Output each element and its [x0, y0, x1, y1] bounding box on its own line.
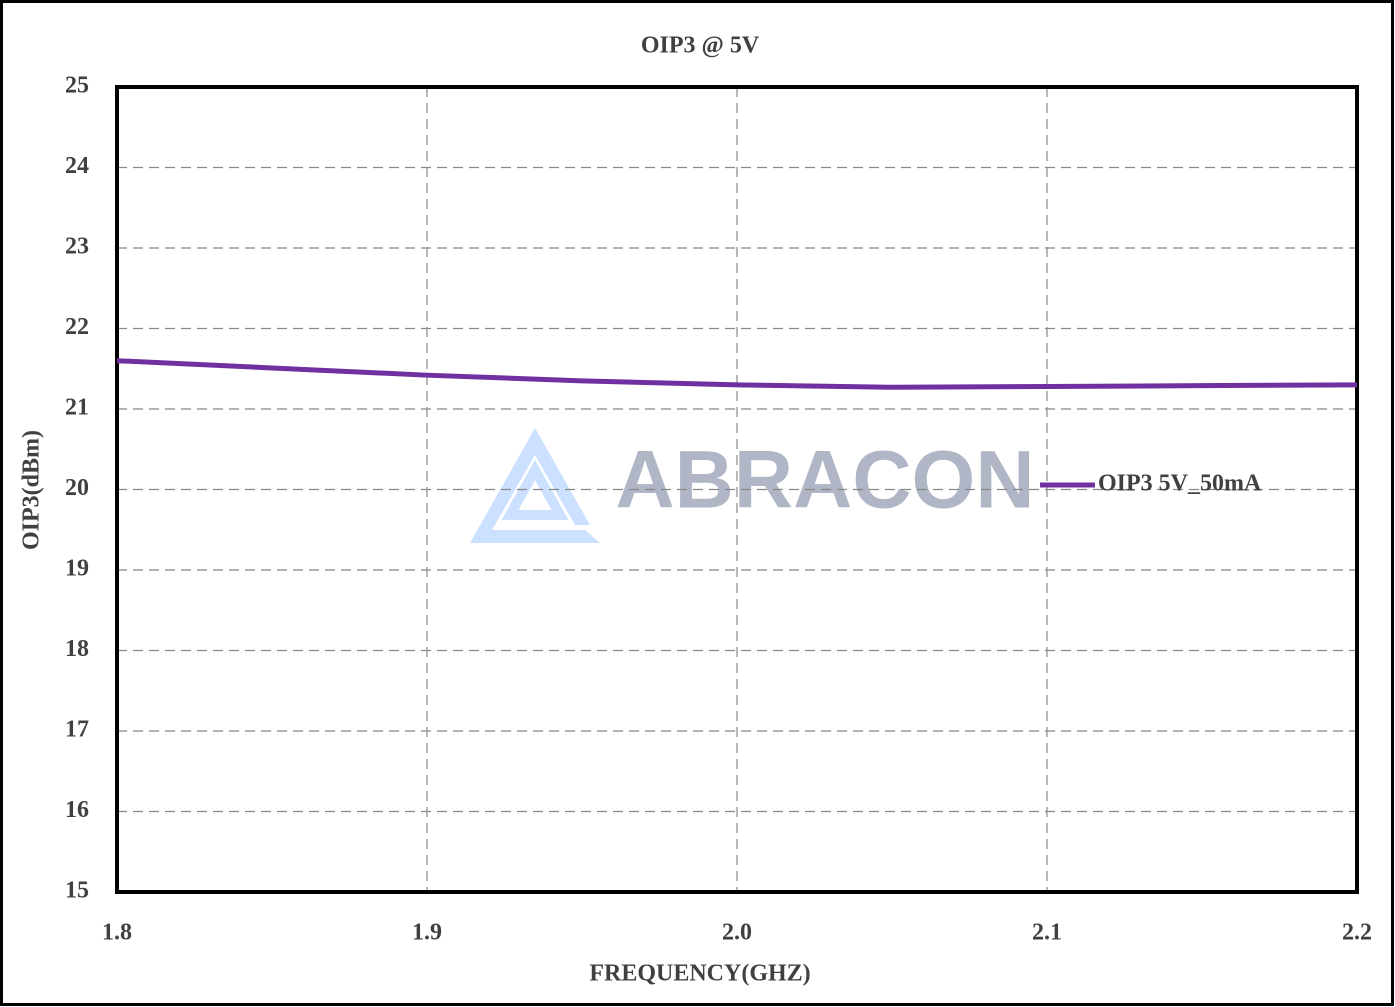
x-tick-label: 2.1 [1032, 920, 1062, 946]
x-tick-label: 1.9 [412, 920, 442, 946]
y-tick-label: 20 [65, 475, 89, 501]
y-tick-label: 15 [65, 878, 89, 904]
y-tick-label: 17 [65, 717, 89, 743]
plot-border [115, 85, 1359, 894]
x-tick-label: 1.8 [102, 920, 132, 946]
chart-title: OIP3 @ 5V [641, 33, 760, 59]
y-tick-label: 23 [65, 234, 89, 260]
y-tick-label: 22 [65, 314, 89, 340]
x-tick-label: 2.0 [722, 920, 752, 946]
y-tick-label: 24 [65, 153, 89, 179]
y-tick-label: 19 [65, 556, 89, 582]
y-axis-label: OIP3(dBm) [19, 430, 45, 550]
y-tick-label: 25 [65, 73, 89, 99]
legend-label: OIP3 5V_50mA [1098, 471, 1262, 497]
watermark: ABRACON [615, 435, 1034, 526]
y-tick-label: 21 [65, 395, 89, 421]
x-tick-label: 2.2 [1342, 920, 1372, 946]
watermark-logo [470, 428, 600, 543]
y-tick-label: 18 [65, 636, 89, 662]
series-line [116, 358, 1358, 390]
x-axis-label: FREQUENCY(GHZ) [589, 961, 810, 987]
y-tick-label: 16 [65, 797, 89, 823]
